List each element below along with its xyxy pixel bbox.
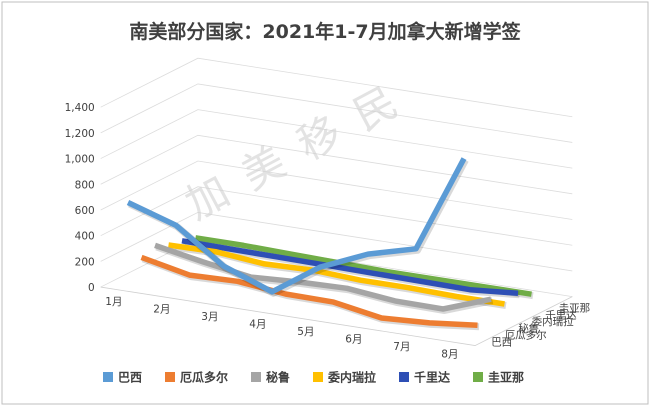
- depth-tick-label: 圭亚那: [559, 302, 591, 315]
- legend-label: 千里达: [414, 370, 450, 385]
- series-lines: [126, 157, 534, 331]
- depth-tick-label: 委内瑞拉: [532, 315, 574, 328]
- series-line: [195, 235, 532, 297]
- legend-swatch: [103, 372, 113, 382]
- y-tick-label: 400: [75, 231, 95, 243]
- x-tick-label: 2月: [153, 304, 170, 316]
- x-tick-label: 1月: [105, 296, 122, 308]
- gridline: [100, 160, 573, 220]
- legend: 巴西 厄瓜多尔 秘鲁 委内瑞拉 千里达 圭亚那: [103, 370, 524, 385]
- y-tick-label: 200: [75, 256, 95, 268]
- x-tick-label: 7月: [393, 341, 410, 353]
- series-line: [140, 254, 478, 329]
- chart-title: 南美部分国家：2021年1-7月加拿大新增学签: [129, 20, 521, 43]
- gridline: [100, 134, 573, 195]
- x-tick-label: 3月: [201, 311, 218, 323]
- gridline: [100, 186, 573, 246]
- legend-label: 圭亚那: [488, 370, 524, 385]
- gridline: [100, 57, 573, 118]
- y-tick-label: 800: [75, 179, 95, 191]
- series-line: [154, 242, 492, 312]
- legend-swatch: [165, 372, 175, 382]
- x-tick-label: 8月: [441, 349, 458, 361]
- legend-label: 委内瑞拉: [327, 370, 376, 385]
- y-axis-labels: 0 200 400 600 800 1,000 1,200 1,400: [65, 102, 95, 294]
- series-line: [181, 238, 519, 297]
- floor-edge: [100, 286, 573, 346]
- x-tick-label: 6月: [345, 334, 362, 346]
- gridlines: [100, 57, 573, 346]
- gridline: [100, 212, 573, 272]
- x-axis-labels: 1月 2月 3月 4月 5月 6月 7月 8月: [105, 296, 458, 361]
- series-line: [126, 157, 467, 295]
- depth-tick-label: 巴西: [491, 337, 512, 349]
- y-tick-label: 1,000: [65, 154, 95, 166]
- legend-swatch: [251, 372, 261, 382]
- gridline: [100, 109, 573, 169]
- y-tick-label: 1,200: [65, 128, 95, 140]
- legend-swatch: [473, 372, 483, 382]
- y-tick-label: 600: [75, 205, 95, 217]
- y-tick-label: 1,400: [65, 102, 95, 114]
- legend-label: 巴西: [118, 371, 142, 385]
- depth-tick-label: 千里达: [545, 309, 577, 321]
- legend-label: 厄瓜多尔: [180, 370, 228, 385]
- gridline: [100, 83, 573, 143]
- legend-swatch: [399, 372, 409, 382]
- x-tick-label: 4月: [249, 319, 266, 331]
- series-line: [168, 242, 505, 307]
- depth-tick-label: 秘鲁: [518, 322, 539, 335]
- y-tick-label: 0: [88, 282, 95, 294]
- legend-swatch: [313, 372, 323, 382]
- legend-label: 秘鲁: [266, 370, 290, 385]
- x-tick-label: 5月: [297, 326, 314, 338]
- depth-tick-label: 厄瓜多尔: [505, 329, 547, 342]
